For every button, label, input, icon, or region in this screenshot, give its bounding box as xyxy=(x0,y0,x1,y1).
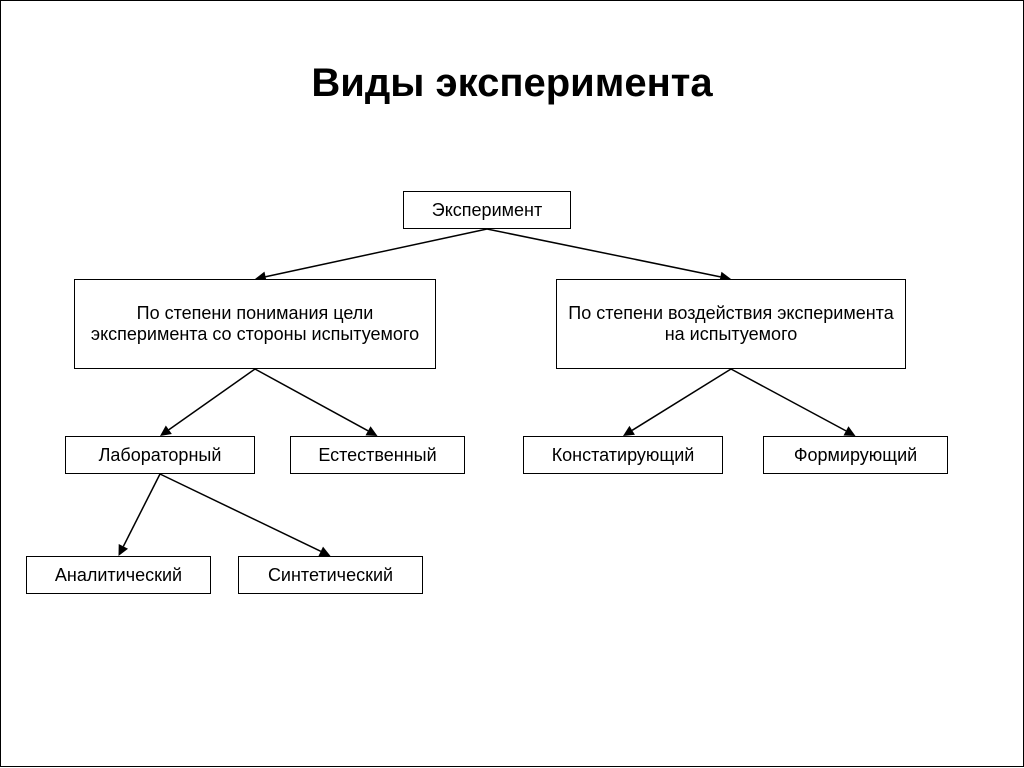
diagram-edges xyxy=(1,1,1024,768)
node-synt: Синтетический xyxy=(238,556,423,594)
node-form: Формирующий xyxy=(763,436,948,474)
node-anal: Аналитический xyxy=(26,556,211,594)
node-cat2: По степени воздействия эксперимента на и… xyxy=(556,279,906,369)
node-root: Эксперимент xyxy=(403,191,571,229)
node-cat1: По степени понимания цели эксперимента с… xyxy=(74,279,436,369)
node-const: Констатирующий xyxy=(523,436,723,474)
node-nat: Естественный xyxy=(290,436,465,474)
page-title: Виды эксперимента xyxy=(1,61,1023,106)
node-lab: Лабораторный xyxy=(65,436,255,474)
